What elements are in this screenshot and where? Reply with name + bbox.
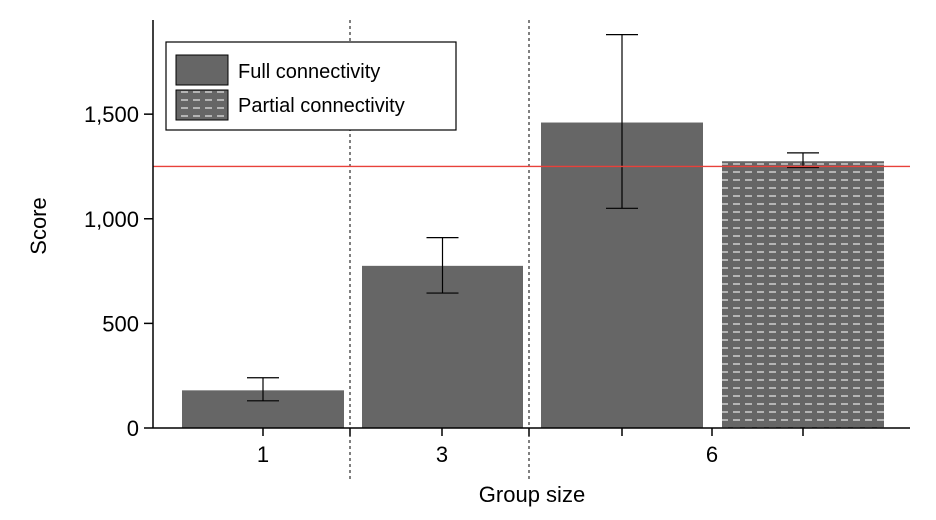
legend-label-full: Full connectivity [238, 61, 380, 83]
legend-swatch-full [175, 54, 229, 86]
y-tick-label: 500 [102, 311, 139, 336]
legend-swatch-partial [175, 89, 229, 121]
legend-label-partial: Partial connectivity [238, 95, 405, 117]
x-tick-label-6: 6 [706, 442, 718, 467]
x-tick-label-1: 1 [257, 442, 269, 467]
error-bar-1 [247, 377, 279, 402]
x-axis-title: Group size [479, 482, 585, 507]
y-axis-title: Score [26, 197, 51, 254]
legend: Full connectivity Partial connectivity [165, 41, 457, 131]
x-tick-label-3: 3 [436, 442, 448, 467]
bar-group-6-partial [722, 161, 884, 428]
error-bar-2 [426, 237, 459, 294]
y-tick-label: 1,000 [84, 207, 139, 232]
y-tick-label: 0 [127, 416, 139, 441]
error-bar-4 [787, 152, 819, 169]
y-tick-label: 1,500 [84, 102, 139, 127]
error-bar-3 [606, 34, 638, 209]
